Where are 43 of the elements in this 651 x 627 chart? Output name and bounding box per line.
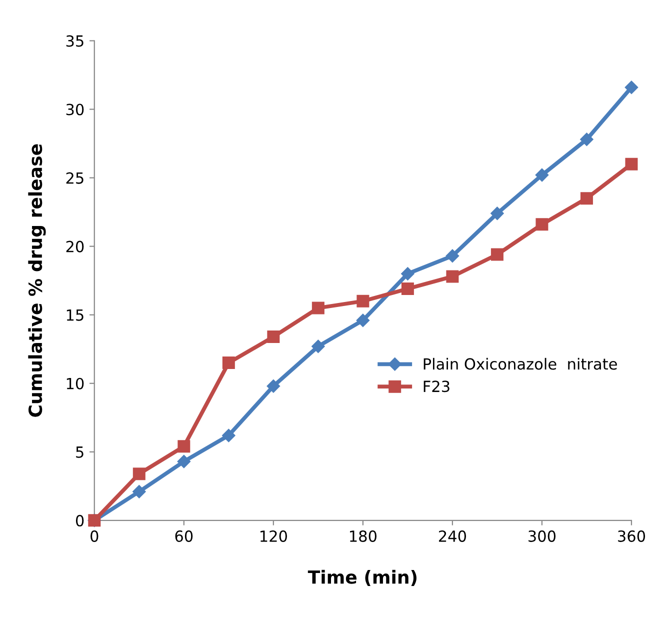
point (580, 192, 593, 205)
y-tick-label: 35 (66, 35, 84, 47)
point (177, 454, 190, 468)
y-axis-title: Cumulative % drug release (28, 144, 46, 417)
point (222, 356, 235, 370)
x-tick-label: 240 (438, 530, 466, 542)
x-tick-label: 120 (260, 530, 287, 542)
point (490, 206, 504, 220)
point (356, 314, 370, 327)
point (312, 302, 324, 314)
point (312, 340, 325, 353)
x-axis-title: Time (min) (308, 570, 416, 586)
point (267, 330, 280, 344)
point (178, 440, 190, 453)
point (401, 267, 414, 280)
legend-label: F23 (424, 380, 450, 392)
y-tick-label: 20 (66, 240, 84, 252)
point (490, 248, 504, 261)
y-tick-label: 5 (76, 446, 84, 458)
point (446, 249, 460, 262)
x-tick-label: 60 (175, 530, 193, 542)
x-tick-label: 300 (528, 530, 556, 542)
point (266, 380, 280, 393)
legend-label: Plain Oxiconazole nitrate (424, 358, 617, 370)
point (132, 468, 146, 480)
point (446, 270, 459, 283)
x-tick-label: 360 (618, 530, 646, 542)
y-tick-label: 25 (66, 172, 84, 184)
point (222, 428, 236, 442)
y-tick-label: 0 (76, 514, 84, 526)
y-tick-label: 10 (66, 378, 84, 390)
point (401, 282, 414, 296)
y-tick-label: 30 (66, 104, 84, 116)
point (535, 168, 549, 182)
point (356, 294, 370, 308)
point (625, 158, 638, 170)
point (624, 80, 638, 94)
point (580, 132, 594, 146)
y-tick-label: 15 (66, 310, 84, 321)
x-tick-label: 180 (350, 530, 376, 542)
x-tick-label: 0 (90, 530, 98, 542)
point (132, 485, 146, 498)
point (536, 218, 548, 231)
